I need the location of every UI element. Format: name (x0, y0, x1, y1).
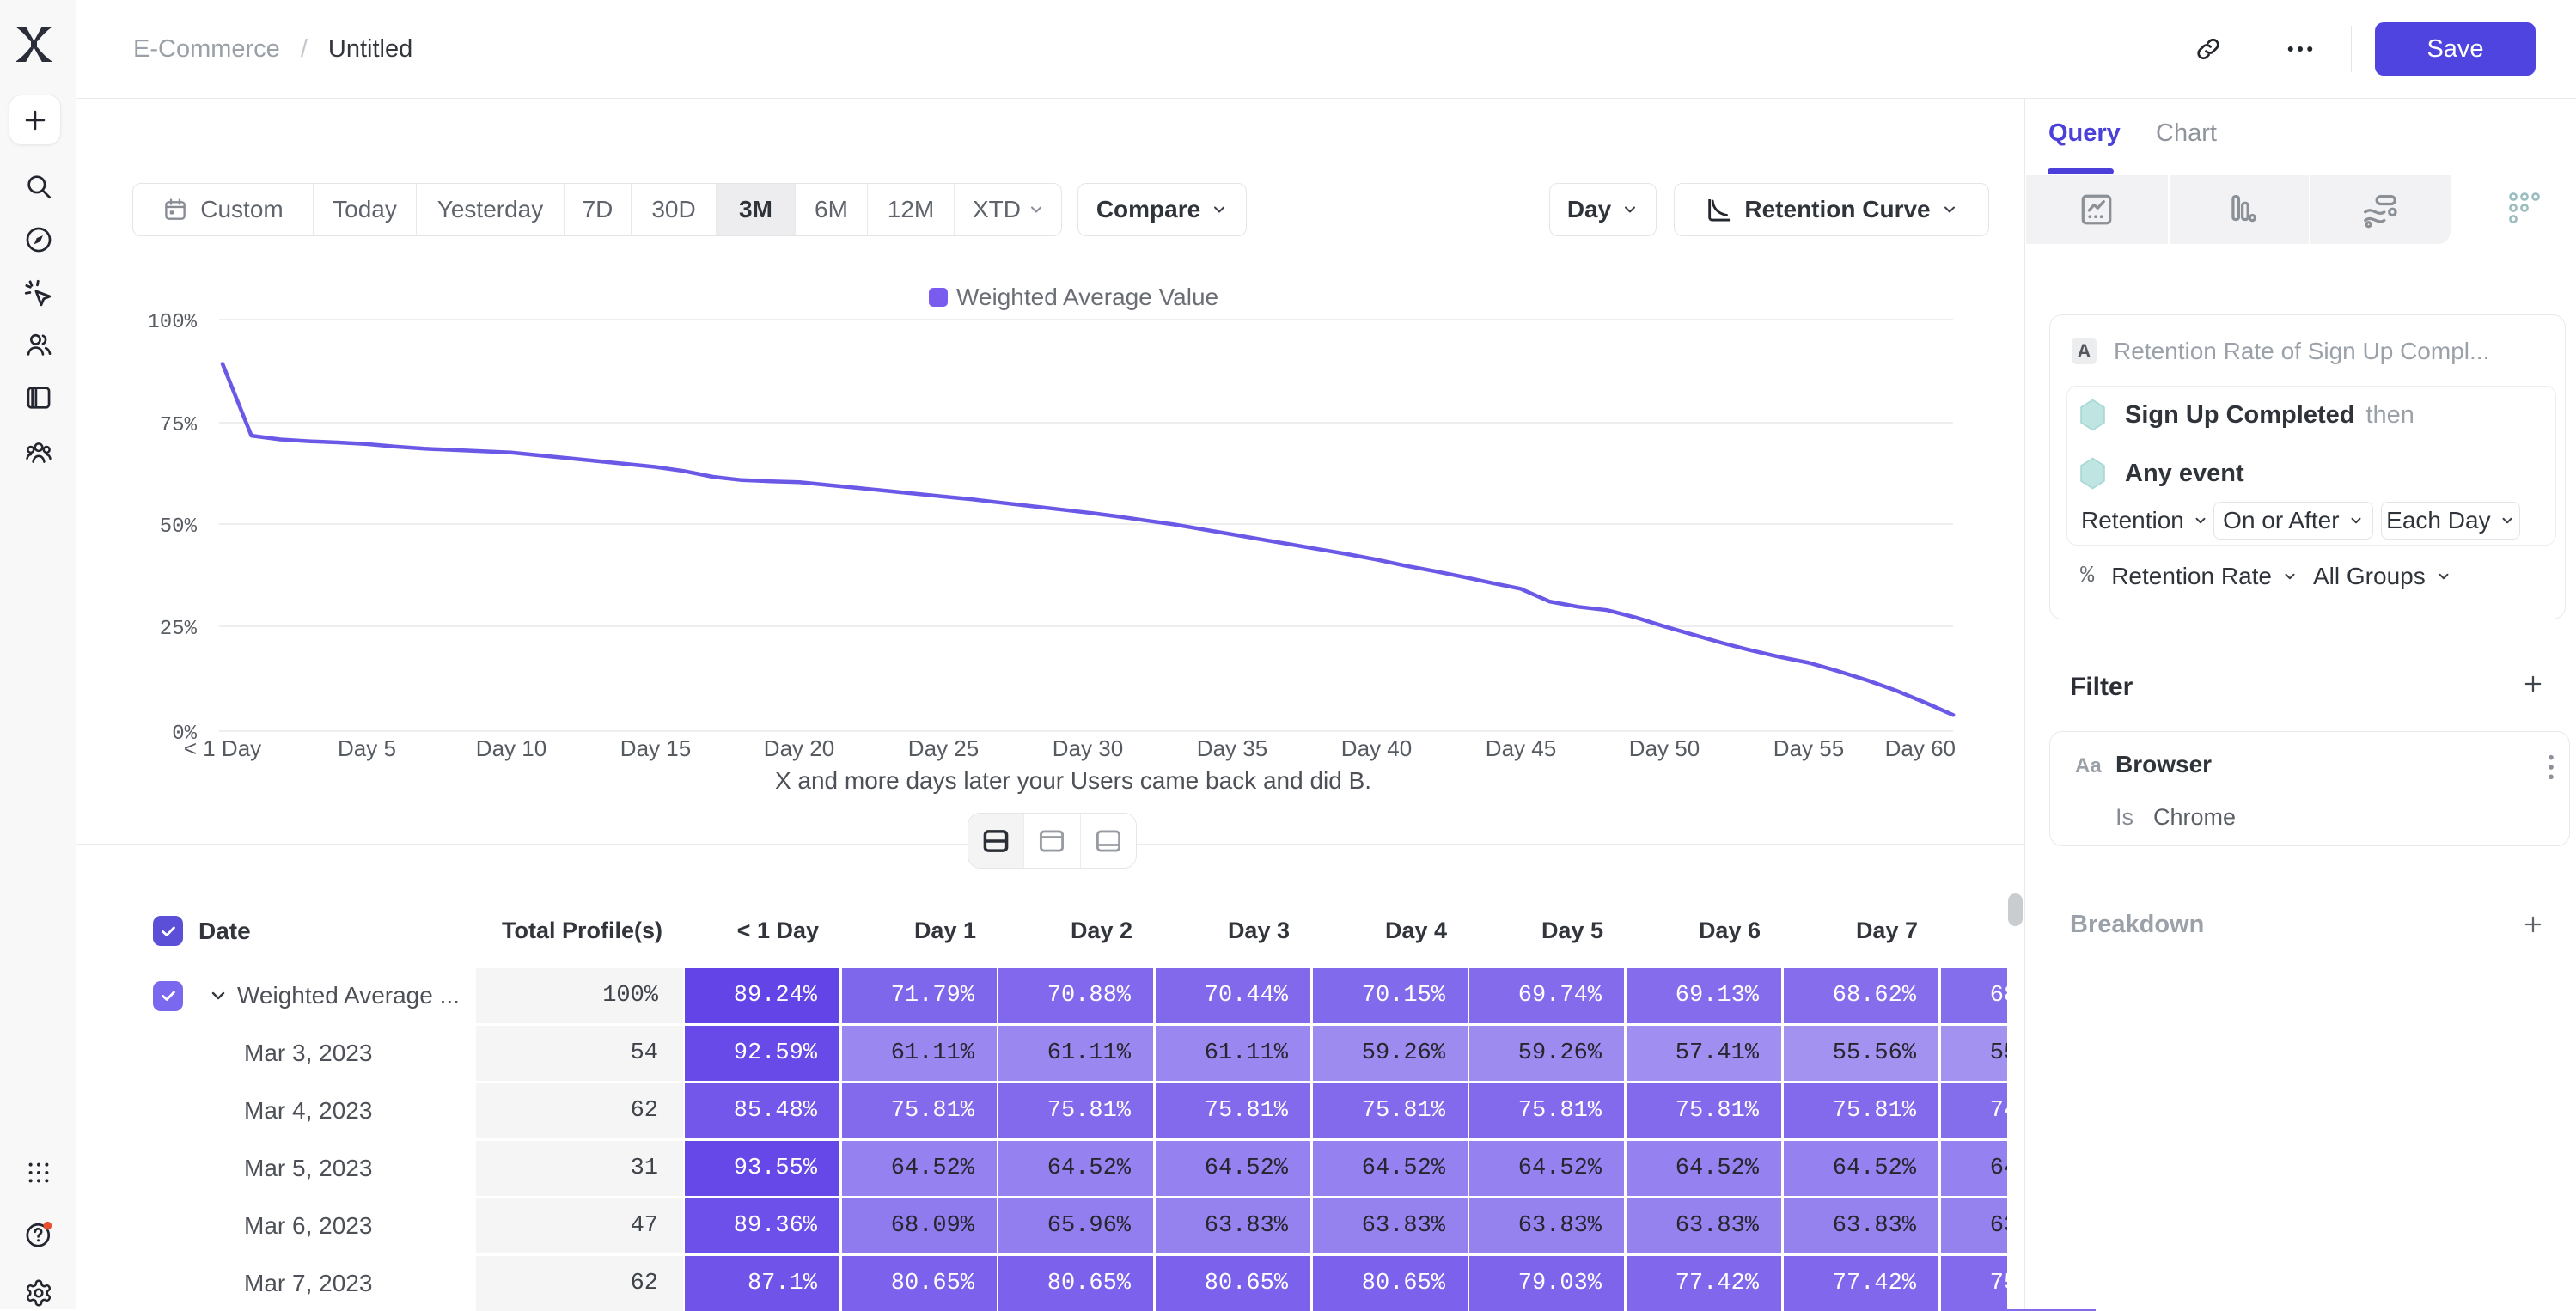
svg-text:Day 15: Day 15 (620, 735, 691, 761)
svg-text:25%: 25% (160, 618, 198, 641)
svg-text:Day 60: Day 60 (1885, 735, 1956, 761)
svg-text:Day 5: Day 5 (338, 735, 396, 761)
svg-text:Day 55: Day 55 (1773, 735, 1844, 761)
svg-text:Day 25: Day 25 (908, 735, 979, 761)
svg-text:Day 10: Day 10 (476, 735, 546, 761)
svg-text:0%: 0% (172, 723, 197, 746)
svg-text:Day 30: Day 30 (1053, 735, 1123, 761)
svg-text:Day 45: Day 45 (1486, 735, 1556, 761)
svg-text:50%: 50% (160, 515, 198, 539)
svg-text:Day 50: Day 50 (1629, 735, 1700, 761)
svg-text:100%: 100% (147, 311, 197, 334)
svg-text:< 1 Day: < 1 Day (184, 735, 261, 761)
svg-text:Day 40: Day 40 (1341, 735, 1412, 761)
svg-text:Day 35: Day 35 (1197, 735, 1267, 761)
svg-text:Day 20: Day 20 (764, 735, 834, 761)
svg-text:75%: 75% (160, 414, 198, 437)
